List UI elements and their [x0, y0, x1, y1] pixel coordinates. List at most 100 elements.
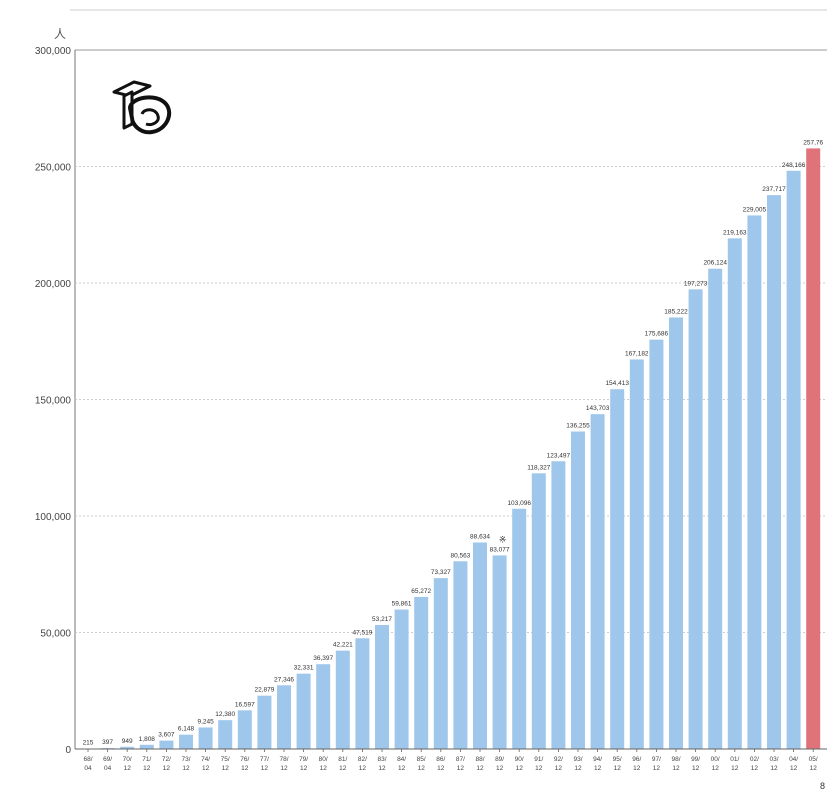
x-tick-label: 69/ — [103, 756, 112, 763]
annotation-8: 8 — [820, 781, 825, 791]
bar — [139, 744, 154, 749]
x-tick-label-line2: 12 — [241, 765, 249, 772]
x-tick-label: 74/ — [201, 756, 210, 763]
bar-value-label: 154,413 — [605, 380, 629, 387]
y-tick-label: 50,000 — [40, 629, 71, 640]
bar-value-label: 22,879 — [254, 687, 274, 694]
x-tick-label-line2: 12 — [457, 765, 465, 772]
x-tick-label: 84/ — [397, 756, 406, 763]
x-tick-label: 73/ — [181, 756, 190, 763]
bar-value-label: 80,563 — [450, 552, 470, 559]
bar-value-label: 143,703 — [586, 405, 610, 412]
bar-value-label: 118,327 — [527, 464, 550, 471]
x-tick-label-line2: 12 — [418, 765, 426, 772]
bar-value-label: 257,76 — [803, 139, 823, 146]
bar — [747, 215, 762, 750]
bar-value-label: 83,077 — [490, 546, 510, 553]
y-tick-label: 150,000 — [35, 396, 72, 407]
x-tick-label: 68/ — [83, 756, 92, 763]
x-tick-label-line2: 04 — [104, 765, 112, 772]
bar — [610, 389, 625, 749]
x-tick-label-line2: 12 — [731, 765, 739, 772]
bar-value-label: 73,327 — [431, 569, 451, 576]
bar-value-label: 397 — [102, 739, 113, 746]
x-tick-label-line2: 12 — [398, 765, 406, 772]
x-tick-label: 89/ — [495, 756, 504, 763]
bar — [335, 650, 350, 749]
y-tick-label: 200,000 — [35, 279, 72, 290]
bar — [120, 746, 135, 749]
x-tick-label-line2: 12 — [594, 765, 602, 772]
x-tick-label-line2: 12 — [535, 765, 543, 772]
x-tick-label-line2: 12 — [280, 765, 288, 772]
bar-value-label: 36,397 — [313, 655, 333, 662]
bar-value-label: 206,124 — [703, 260, 727, 267]
x-tick-label-line2: 12 — [653, 765, 661, 772]
bar — [198, 727, 213, 749]
x-tick-label-line2: 12 — [143, 765, 151, 772]
to-logo — [112, 80, 172, 135]
x-tick-label-line2: 12 — [633, 765, 641, 772]
x-tick-label: 00/ — [711, 756, 720, 763]
x-tick-label: 83/ — [377, 756, 386, 763]
bar-value-label: 103,096 — [507, 500, 531, 507]
x-tick-label: 86/ — [436, 756, 445, 763]
x-tick-label-line2: 12 — [261, 765, 269, 772]
bar — [590, 414, 605, 749]
x-tick-label: 77/ — [260, 756, 269, 763]
x-tick-label-line2: 12 — [574, 765, 582, 772]
bar — [277, 685, 291, 749]
bar-value-label: 16,597 — [235, 701, 255, 708]
bar — [727, 238, 742, 749]
bar — [669, 317, 683, 749]
x-tick-label: 92/ — [554, 756, 563, 763]
x-tick-label: 97/ — [652, 756, 661, 763]
x-tick-label: 98/ — [671, 756, 680, 763]
bar — [512, 508, 527, 749]
bar — [433, 578, 448, 749]
x-tick-label-line2: 12 — [359, 765, 367, 772]
x-tick-label: 70/ — [123, 756, 132, 763]
bar — [786, 170, 801, 750]
x-tick-label: 01/ — [730, 756, 739, 763]
bar-value-label: 237,717 — [762, 186, 786, 193]
bar-value-label: 88,634 — [470, 533, 490, 540]
bar-value-label: 6,148 — [178, 726, 195, 733]
y-tick-label: 300,000 — [35, 46, 72, 57]
x-tick-label-line2: 12 — [320, 765, 328, 772]
x-tick-label-line2: 12 — [300, 765, 308, 772]
x-tick-label-line2: 12 — [378, 765, 386, 772]
bar-value-label: 9,245 — [197, 718, 214, 725]
x-tick-label: 96/ — [632, 756, 641, 763]
bar — [453, 561, 468, 749]
bar-value-label: 65,272 — [411, 588, 431, 595]
x-tick-label: 72/ — [162, 756, 171, 763]
bar-value-label: 175,686 — [645, 331, 669, 338]
bar-value-label: 3,607 — [158, 732, 175, 739]
bar-value-label: 47,519 — [352, 629, 372, 636]
bar-value-label: 12,380 — [215, 711, 235, 718]
x-tick-label-line2: 12 — [516, 765, 524, 772]
x-tick-label: 87/ — [456, 756, 465, 763]
annotation-asterisk: ※ — [499, 534, 507, 544]
x-tick-label: 91/ — [534, 756, 543, 763]
x-tick-label-line2: 12 — [555, 765, 563, 772]
x-tick-label: 71/ — [142, 756, 151, 763]
x-tick-label-line2: 12 — [770, 765, 778, 772]
x-tick-label-line2: 12 — [437, 765, 445, 772]
x-tick-label: 88/ — [475, 756, 484, 763]
bar — [649, 339, 664, 749]
bar-value-label: 949 — [122, 738, 133, 745]
bar — [375, 625, 389, 749]
bar — [355, 638, 370, 749]
plot-area: 0 50,000 100,000 150,000 200,000 250,000 300,0… — [35, 46, 827, 772]
x-tick-label-line2: 12 — [163, 765, 171, 772]
bar-value-label: 1,808 — [139, 736, 156, 743]
x-tick-label: 80/ — [319, 756, 328, 763]
x-tick-label-line2: 12 — [222, 765, 230, 772]
bar-value-label: 59,861 — [392, 601, 412, 608]
bar-value-label: 32,331 — [294, 665, 314, 672]
x-tick-label-line2: 12 — [182, 765, 190, 772]
x-tick-label: 03/ — [769, 756, 778, 763]
bar — [767, 195, 781, 749]
